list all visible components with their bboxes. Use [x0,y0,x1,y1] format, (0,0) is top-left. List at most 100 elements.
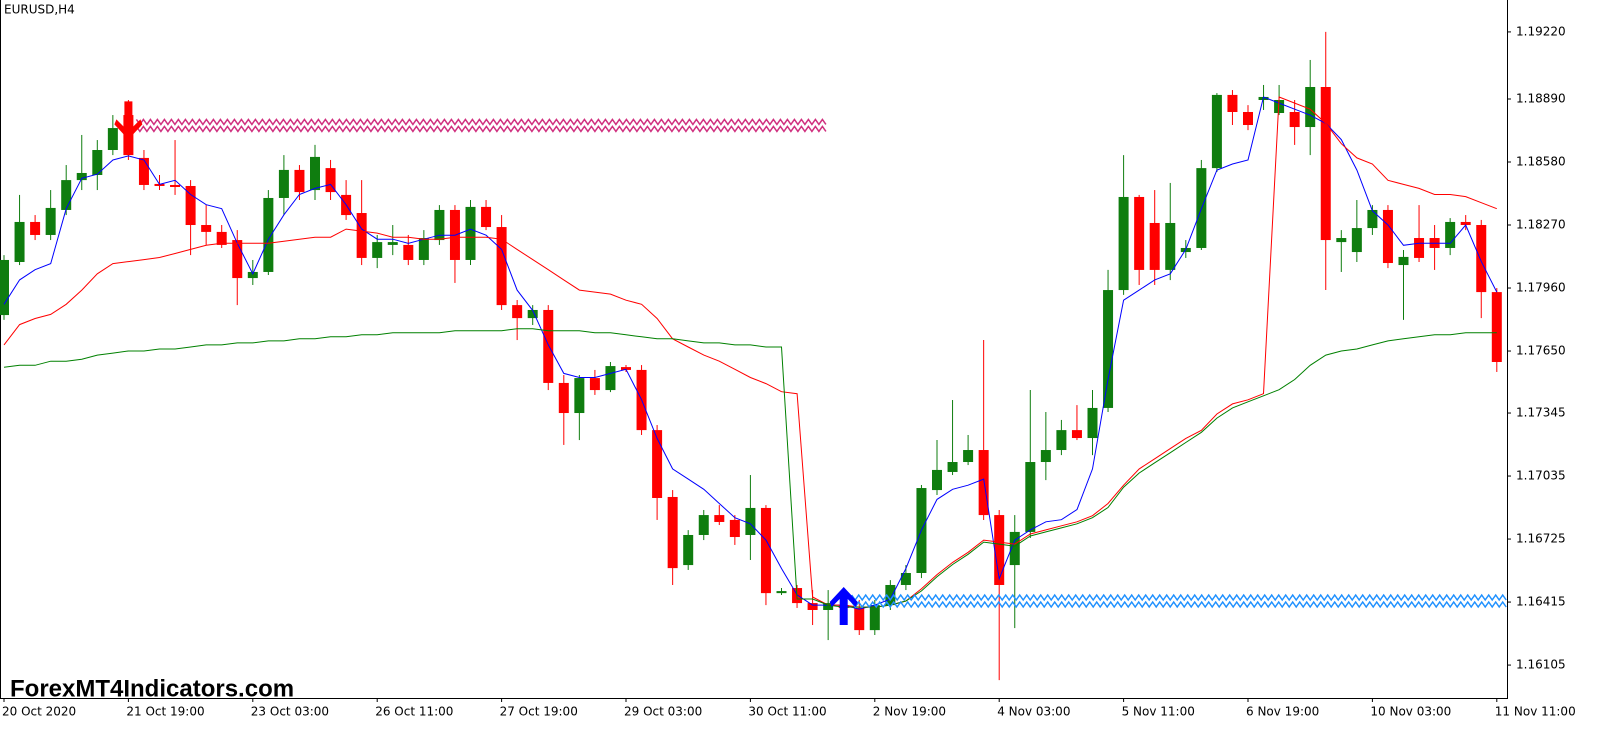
candle-body [900,572,911,585]
candle-body [1476,225,1487,293]
x-tick-label: 2 Nov 19:00 [873,705,946,719]
candle-body [1134,196,1145,270]
candle-body [1103,290,1114,408]
candle-body [574,378,585,414]
y-tick-label: 1.17650 [1516,344,1566,358]
x-tick-label: 29 Oct 03:00 [624,705,702,719]
candle-body [963,450,974,463]
candle-body [714,515,725,522]
candle-body [1118,196,1129,291]
candle-body [978,450,989,516]
candle-body [1056,430,1067,451]
candle-body [1445,221,1456,248]
candle-body [1009,531,1020,566]
candle-body [232,240,243,279]
candle-body [589,378,600,391]
y-tick-label: 1.17345 [1516,406,1566,420]
candle-body [294,169,305,193]
candle-body [496,227,507,306]
candle-body [61,180,72,210]
candle-body [372,242,383,258]
candle-body [947,462,958,472]
candle-body [30,221,41,235]
x-tick-label: 26 Oct 11:00 [375,705,453,719]
signal-level [135,118,827,126]
candle-body [356,213,367,258]
y-tick-label: 1.16415 [1516,595,1566,609]
candle-body [683,534,694,566]
candle-body [0,259,9,316]
signal-arrow [114,101,143,140]
candle-body [776,591,787,594]
x-tick-label: 30 Oct 11:00 [748,705,826,719]
x-tick-label: 11 Nov 11:00 [1495,705,1576,719]
candle-body [621,367,631,370]
candle-body [92,150,103,176]
x-tick-label: 20 Oct 2020 [2,705,76,719]
candle-body [418,238,429,260]
signal-level [851,593,1507,602]
candle-body [994,515,1005,585]
x-tick-label: 6 Nov 19:00 [1246,705,1319,719]
candle-body [823,603,834,610]
candle-body [807,603,818,610]
candle-body [434,209,445,241]
y-tick-label: 1.19220 [1516,24,1566,38]
candle-body [310,156,320,191]
candle-body [1243,111,1253,126]
signal-level [851,600,1507,609]
y-tick-label: 1.18270 [1516,218,1566,232]
candle-body [1414,238,1425,258]
candle-body [729,519,740,538]
y-tick-label: 1.17960 [1516,281,1566,295]
candle-body [1165,222,1176,270]
candle-body [667,496,678,569]
candle-body [605,366,616,391]
candle-body [1460,221,1471,226]
y-tick-label: 1.16725 [1516,532,1566,546]
candle-body [263,197,274,272]
candle-body [14,221,25,263]
signal-arrow [829,587,858,625]
candle-body [465,206,476,260]
y-tick-label: 1.18890 [1516,91,1566,105]
y-tick-label: 1.16105 [1516,658,1566,672]
candle-body [185,185,196,226]
candle-body [1398,256,1409,266]
candle-body [107,128,118,151]
candle-body [1382,209,1393,264]
candle-body [1071,430,1082,439]
candle-body [745,507,756,535]
x-tick-label: 27 Oct 19:00 [500,705,578,719]
candle-body [278,169,289,198]
candle-body [1211,94,1222,169]
candle-body [1336,238,1347,243]
candle-body [885,584,896,606]
candle-body [170,184,181,188]
candle-body [652,430,663,498]
candle-body [512,305,523,319]
candle-body [527,309,538,319]
candle-body [1320,86,1331,241]
candle-body [154,183,165,186]
candle-body [481,206,492,228]
candle-body [138,157,149,185]
x-tick-label: 23 Oct 03:00 [251,705,329,719]
candle-body [216,231,227,245]
indicator-line [3,96,1497,608]
candle-body [403,244,414,260]
watermark: ForexMT4Indicators.com [10,675,294,702]
symbol-label: EURUSD,H4 [4,3,75,17]
candle-body [1025,462,1036,532]
candle-body [869,605,880,631]
candle-body [543,309,554,383]
candle-body [1149,222,1160,270]
candle-body [932,469,942,491]
candle-body [698,515,709,535]
candle-body [387,242,398,245]
candle-body [1367,209,1378,229]
candle-body [1305,86,1316,128]
candle-body [1491,292,1502,363]
candle-body [854,607,865,631]
